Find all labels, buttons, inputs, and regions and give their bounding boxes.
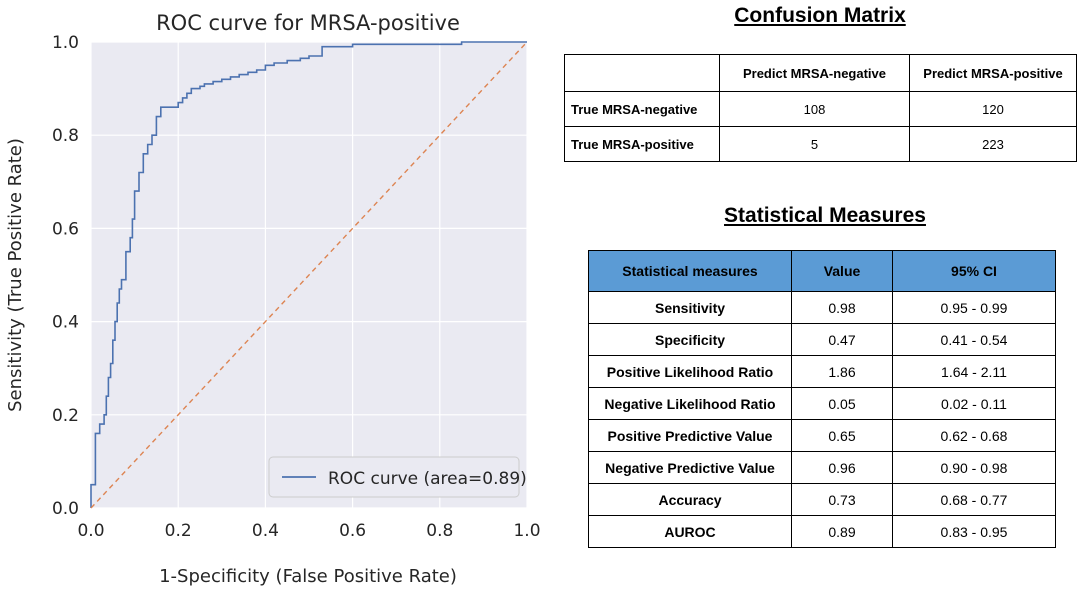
measure-ci: 0.02 - 0.11 — [892, 387, 1056, 420]
table-row: Negative Likelihood Ratio 0.05 0.02 - 0.… — [588, 387, 1056, 420]
header-cell: Statistical measures — [588, 250, 792, 292]
table-row: Positive Predictive Value 0.65 0.62 - 0.… — [588, 419, 1056, 452]
measure-label: Sensitivity — [588, 291, 792, 324]
row-label: True MRSA-negative — [564, 91, 720, 127]
y-tick-label: 0.0 — [52, 499, 79, 519]
table-row: Sensitivity 0.98 0.95 - 0.99 — [588, 291, 1056, 324]
table-row: AUROC 0.89 0.83 - 0.95 — [588, 515, 1056, 548]
statistical-measures-heading: Statistical Measures — [724, 204, 926, 227]
x-tick-label: 0.2 — [165, 521, 192, 541]
roc-chart: ROC curve for MRSA-positive 0.0 0.2 0.4 0.6… — [5, 11, 541, 587]
measure-value: 0.98 — [791, 291, 893, 324]
measure-value: 0.05 — [791, 387, 893, 420]
header-cell: Predict MRSA-positive — [909, 54, 1077, 92]
legend: ROC curve (area=0.89) — [268, 456, 527, 498]
measure-ci: 0.62 - 0.68 — [892, 419, 1056, 452]
table-row: Negative Predictive Value 0.96 0.90 - 0.… — [588, 451, 1056, 484]
x-tick-label: 0.8 — [426, 521, 453, 541]
legend-box — [268, 456, 520, 498]
legend-label: ROC curve (area=0.89) — [328, 469, 527, 489]
measure-label: Specificity — [588, 323, 792, 356]
tick-labels: 0.0 0.2 0.4 0.6 0.8 1.0 0.0 0.2 0.4 0.6 0.8 1.0 — [52, 33, 541, 541]
x-axis-label: 1-Specificity (False Positive Rate) — [159, 566, 457, 587]
grid — [90, 41, 528, 509]
measure-label: AUROC — [588, 515, 792, 548]
x-tick-label: 0.0 — [77, 521, 104, 541]
y-tick-label: 0.6 — [52, 219, 79, 239]
x-tick-label: 0.6 — [339, 521, 366, 541]
confusion-matrix-heading: Confusion Matrix — [734, 4, 906, 27]
table-cell: 108 — [719, 91, 910, 127]
header-cell: Value — [791, 250, 893, 292]
measure-value: 0.47 — [791, 323, 893, 356]
table-row: Positive Likelihood Ratio 1.86 1.64 - 2.… — [588, 355, 1056, 388]
header-cell: Predict MRSA-negative — [719, 54, 910, 92]
table-row: Accuracy 0.73 0.68 - 0.77 — [588, 483, 1056, 516]
y-tick-label: 0.2 — [52, 406, 79, 426]
table-header-row: Statistical measures Value 95% CI — [588, 250, 1056, 292]
measure-label: Negative Predictive Value — [588, 451, 792, 484]
measure-ci: 0.68 - 0.77 — [892, 483, 1056, 516]
measure-label: Positive Likelihood Ratio — [588, 355, 792, 388]
table-cell: 223 — [909, 126, 1077, 162]
measure-ci: 1.64 - 2.11 — [892, 355, 1056, 388]
table-row: Specificity 0.47 0.41 - 0.54 — [588, 323, 1056, 356]
chance-diagonal-line — [90, 41, 528, 509]
series — [90, 41, 528, 509]
measure-ci: 0.95 - 0.99 — [892, 291, 1056, 324]
measure-label: Negative Likelihood Ratio — [588, 387, 792, 420]
measure-value: 0.73 — [791, 483, 893, 516]
measure-value: 0.96 — [791, 451, 893, 484]
confusion-matrix-table: Predict MRSA-negative Predict MRSA-posit… — [564, 54, 1077, 162]
measure-ci: 0.41 - 0.54 — [892, 323, 1056, 356]
header-cell — [564, 54, 720, 92]
y-tick-label: 1.0 — [52, 33, 79, 53]
table-cell: 5 — [719, 126, 910, 162]
table-row: True MRSA-negative 108 120 — [564, 91, 1077, 127]
y-tick-label: 0.8 — [52, 126, 79, 146]
measure-label: Accuracy — [588, 483, 792, 516]
x-tick-label: 0.4 — [252, 521, 279, 541]
y-tick-label: 0.4 — [52, 313, 79, 333]
measure-value: 1.86 — [791, 355, 893, 388]
table-row: True MRSA-positive 5 223 — [564, 126, 1077, 162]
y-axis-label: Sensitivity (True Positive Rate) — [5, 138, 26, 412]
measure-value: 0.65 — [791, 419, 893, 452]
table-cell: 120 — [909, 91, 1077, 127]
statistical-measures-table: Statistical measures Value 95% CI Sensit… — [588, 250, 1056, 548]
row-label: True MRSA-positive — [564, 126, 720, 162]
roc-curve-line — [90, 41, 527, 508]
x-tick-label: 1.0 — [513, 521, 540, 541]
chart-title: ROC curve for MRSA-positive — [156, 11, 460, 35]
measure-ci: 0.83 - 0.95 — [892, 515, 1056, 548]
measure-ci: 0.90 - 0.98 — [892, 451, 1056, 484]
measure-label: Positive Predictive Value — [588, 419, 792, 452]
measure-value: 0.89 — [791, 515, 893, 548]
header-cell: 95% CI — [892, 250, 1056, 292]
table-header-row: Predict MRSA-negative Predict MRSA-posit… — [564, 54, 1077, 92]
